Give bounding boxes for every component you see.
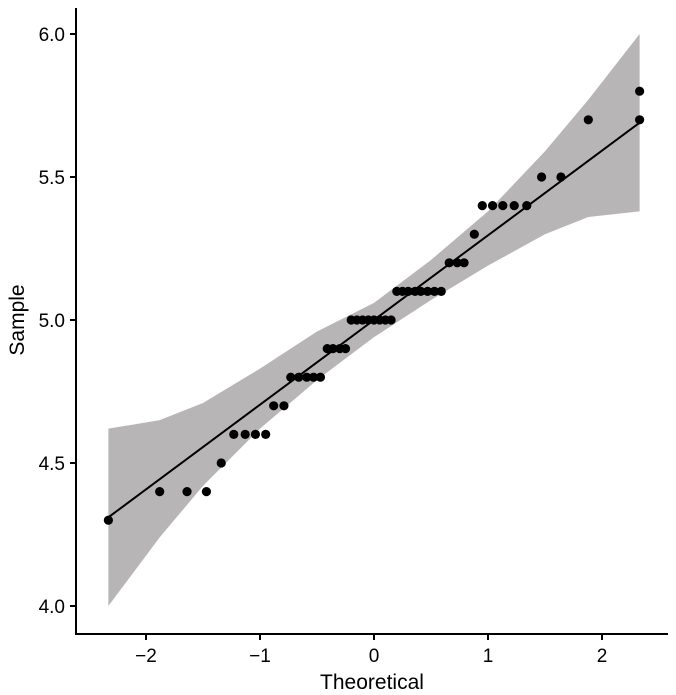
data-point (536, 172, 547, 182)
x-tick-label: −1 (249, 646, 271, 667)
data-point (294, 372, 304, 382)
y-tick-label: 4.5 (39, 454, 65, 475)
data-points (103, 86, 645, 525)
data-point (261, 429, 271, 439)
data-point (269, 401, 279, 411)
data-point (583, 115, 593, 125)
data-point (429, 286, 440, 296)
data-point (103, 515, 113, 525)
data-point (477, 201, 487, 211)
x-axis: −2 −1 0 1 2 (75, 633, 668, 667)
x-tick-label: 1 (483, 646, 494, 667)
x-tick-label: 2 (597, 646, 608, 667)
data-point (155, 487, 165, 497)
data-point (556, 172, 566, 182)
data-point (302, 372, 312, 382)
data-point (459, 258, 469, 268)
data-point (182, 487, 192, 497)
data-point (444, 258, 454, 268)
x-axis-title: Theoretical (320, 671, 424, 694)
y-tick-label: 6.0 (39, 25, 65, 46)
data-point (635, 86, 645, 96)
data-point (229, 429, 239, 439)
y-axis: 4.0 4.5 5.0 5.5 6.0 (39, 8, 77, 635)
data-point (328, 344, 338, 354)
y-tick-label: 5.5 (39, 168, 65, 189)
data-point (308, 372, 319, 382)
data-point (452, 258, 462, 268)
data-point (422, 286, 433, 296)
data-point (240, 429, 250, 439)
data-point (487, 201, 498, 211)
data-point (250, 429, 261, 439)
data-point (522, 201, 532, 211)
data-point (469, 229, 479, 239)
data-point (416, 286, 426, 296)
y-tick-label: 4.0 (39, 597, 65, 618)
data-point (340, 344, 351, 354)
y-axis-title: Sample (6, 284, 29, 355)
data-point (216, 458, 226, 468)
data-point (279, 401, 289, 411)
data-point (286, 372, 296, 382)
data-point (498, 201, 508, 211)
data-point (386, 315, 396, 325)
data-point (509, 201, 519, 211)
data-point (436, 286, 446, 296)
data-point (201, 487, 212, 497)
y-tick-label: 5.0 (39, 311, 65, 332)
data-point (635, 115, 645, 125)
x-tick-label: −2 (135, 646, 157, 667)
data-point (403, 286, 413, 296)
data-point (315, 372, 326, 382)
x-tick-label: 0 (369, 646, 380, 667)
